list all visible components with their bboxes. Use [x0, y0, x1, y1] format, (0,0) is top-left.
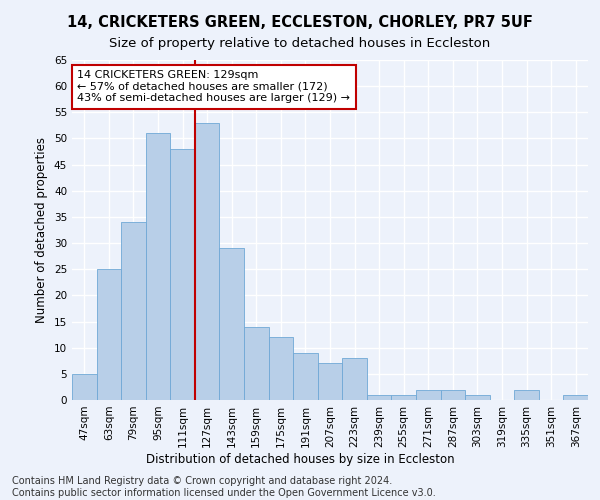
Bar [563, 395, 588, 400]
Bar [318, 364, 342, 400]
Bar [514, 390, 539, 400]
Bar [269, 337, 293, 400]
Bar [440, 390, 465, 400]
Y-axis label: Number of detached properties: Number of detached properties [35, 137, 49, 323]
Bar [195, 123, 220, 400]
Bar [391, 395, 416, 400]
Bar [170, 149, 195, 400]
Bar [367, 395, 391, 400]
Text: Contains HM Land Registry data © Crown copyright and database right 2024.
Contai: Contains HM Land Registry data © Crown c… [12, 476, 436, 498]
Text: Distribution of detached houses by size in Eccleston: Distribution of detached houses by size … [146, 452, 454, 466]
Bar [465, 395, 490, 400]
Text: 14 CRICKETERS GREEN: 129sqm
← 57% of detached houses are smaller (172)
43% of se: 14 CRICKETERS GREEN: 129sqm ← 57% of det… [77, 70, 350, 103]
Bar [416, 390, 440, 400]
Bar [72, 374, 97, 400]
Bar [220, 248, 244, 400]
Text: 14, CRICKETERS GREEN, ECCLESTON, CHORLEY, PR7 5UF: 14, CRICKETERS GREEN, ECCLESTON, CHORLEY… [67, 15, 533, 30]
Bar [293, 353, 318, 400]
Bar [121, 222, 146, 400]
Bar [146, 133, 170, 400]
Bar [244, 327, 269, 400]
Text: Size of property relative to detached houses in Eccleston: Size of property relative to detached ho… [109, 38, 491, 51]
Bar [97, 269, 121, 400]
Bar [342, 358, 367, 400]
